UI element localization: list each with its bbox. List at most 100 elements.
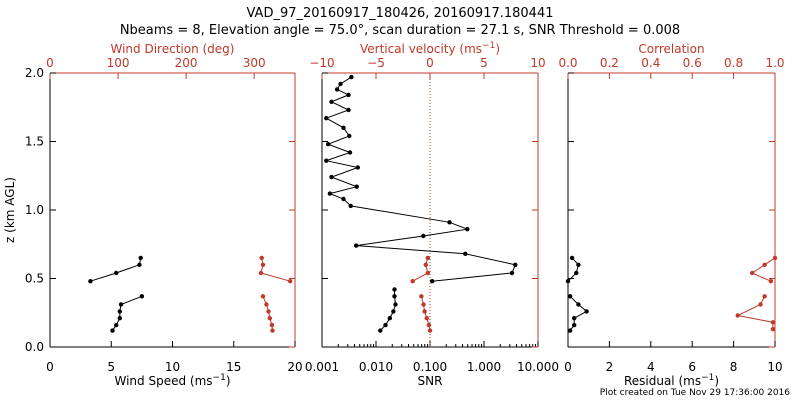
bottom-tick-label: 10 (165, 360, 180, 374)
data-point (447, 220, 452, 225)
bottom-tick-label: 0 (564, 360, 572, 374)
data-point (114, 322, 119, 328)
series-line (90, 257, 142, 282)
top-tick-label: 300 (243, 56, 266, 70)
data-point (421, 233, 426, 239)
data-point (338, 81, 343, 87)
data-point (768, 279, 774, 284)
top-tick-label: 1.0 (765, 56, 784, 70)
series-line (260, 257, 291, 282)
data-point (770, 327, 776, 332)
data-point (772, 255, 778, 261)
data-point (426, 322, 432, 328)
data-point (348, 203, 353, 209)
series-line (412, 257, 429, 282)
data-point (326, 142, 331, 147)
figure-subtitle: Nbeams = 8, Elevation angle = 75.0°, sca… (119, 23, 681, 38)
top-tick-label: −5 (367, 56, 385, 70)
data-point (117, 309, 123, 314)
bottom-tick-label: 0 (46, 360, 54, 374)
top-axis-label: Vertical velocity (ms−1) (360, 41, 500, 56)
top-tick-label: 10 (530, 56, 545, 70)
top-tick-label: 0.8 (724, 56, 743, 70)
top-tick-label: 0.4 (641, 56, 660, 70)
data-point (762, 262, 767, 267)
data-point (118, 302, 124, 307)
data-point (346, 92, 351, 98)
bottom-axis-label: Wind Speed (ms−1) (115, 373, 231, 388)
data-point (260, 294, 266, 299)
data-point (569, 255, 575, 261)
data-point (576, 262, 581, 267)
data-point (427, 328, 433, 333)
y-tick-label: 2.0 (25, 66, 44, 80)
data-point (423, 262, 428, 267)
top-tick-label: 0.0 (558, 56, 577, 70)
series-line (324, 76, 516, 282)
data-point (425, 270, 430, 276)
data-point (264, 302, 269, 307)
data-point (267, 316, 272, 321)
bottom-tick-label: 15 (226, 360, 241, 374)
data-point (349, 74, 354, 80)
data-point (422, 309, 427, 314)
data-point (334, 87, 340, 92)
y-tick-label: 1.0 (25, 203, 44, 217)
data-point (393, 302, 398, 307)
data-point (584, 309, 589, 314)
data-point (576, 302, 581, 307)
bottom-tick-label: 6 (688, 360, 696, 374)
bottom-tick-label: 0.001 (305, 360, 339, 374)
data-point (269, 322, 275, 328)
data-point (114, 270, 119, 276)
top-tick-label: −10 (309, 56, 334, 70)
bottom-tick-label: 4 (647, 360, 655, 374)
bottom-tick-label: 0.010 (359, 360, 393, 374)
bottom-axis-label: Residual (ms−1) (624, 373, 719, 388)
data-point (270, 328, 275, 333)
data-point (565, 279, 571, 284)
data-point (567, 294, 573, 299)
series-line (751, 257, 776, 282)
bottom-tick-label: 0.100 (413, 360, 447, 374)
data-point (266, 309, 271, 314)
data-point (509, 270, 515, 276)
bottom-tick-label: 2 (606, 360, 614, 374)
series-line (567, 257, 579, 282)
data-point (770, 320, 776, 325)
data-point (137, 262, 142, 267)
data-point (465, 227, 470, 232)
y-tick-label: 1.5 (25, 135, 44, 149)
data-point (424, 316, 429, 321)
data-point (327, 191, 333, 196)
y-axis-label: z (km AGL) (3, 177, 17, 243)
data-point (88, 279, 93, 284)
bottom-axis-label: SNR (418, 374, 443, 388)
top-tick-label: 5 (480, 56, 488, 70)
data-point (513, 262, 518, 267)
data-point (355, 165, 360, 170)
series-line (736, 296, 774, 330)
bottom-tick-label: 20 (287, 360, 302, 374)
data-point (410, 279, 415, 284)
data-point (750, 270, 755, 276)
top-tick-label: 0 (46, 56, 54, 70)
data-point (419, 294, 424, 299)
figure-title: VAD_97_20160917_180426, 20160917.180441 (246, 6, 554, 21)
data-point (258, 270, 264, 276)
data-point (567, 328, 573, 333)
data-point (329, 99, 334, 105)
bottom-tick-label: 10.000 (517, 360, 559, 374)
y-tick-label: 0.5 (25, 272, 44, 286)
top-tick-label: 0.6 (683, 56, 702, 70)
data-point (421, 302, 426, 307)
bottom-tick-label: 1.000 (467, 360, 501, 374)
data-point (572, 316, 577, 321)
data-point (117, 316, 123, 321)
data-point (574, 270, 579, 276)
top-tick-label: 100 (107, 56, 130, 70)
data-point (378, 328, 383, 333)
data-point (392, 287, 397, 292)
data-point (383, 322, 388, 328)
